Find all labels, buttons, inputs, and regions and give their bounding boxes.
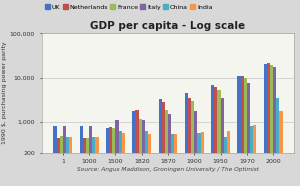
Bar — [63, 126, 66, 186]
Bar — [148, 134, 151, 186]
Bar — [270, 65, 273, 186]
Bar — [267, 63, 270, 186]
Bar — [132, 111, 135, 186]
Bar — [201, 132, 204, 186]
Bar — [188, 97, 191, 186]
Bar — [214, 87, 218, 186]
Bar — [69, 137, 72, 186]
Bar — [191, 101, 194, 186]
Bar — [118, 132, 122, 186]
Bar — [224, 137, 227, 186]
Bar — [83, 138, 86, 186]
Bar — [53, 126, 57, 186]
Bar — [241, 76, 244, 186]
Bar — [211, 85, 214, 186]
Bar — [142, 120, 145, 186]
Bar — [95, 137, 99, 186]
Bar — [197, 133, 201, 186]
Bar — [276, 98, 279, 186]
Bar — [247, 83, 250, 186]
Bar — [171, 134, 174, 186]
Bar — [135, 110, 139, 186]
Title: GDP per capita - Log scale: GDP per capita - Log scale — [90, 21, 246, 31]
Bar — [273, 67, 276, 186]
Bar — [89, 126, 92, 186]
Bar — [60, 136, 63, 186]
Bar — [109, 127, 112, 186]
Bar — [145, 132, 148, 186]
Bar — [158, 100, 162, 186]
Bar — [174, 134, 178, 186]
Bar — [194, 111, 197, 186]
Y-axis label: 1990 $, purchasing power parity: 1990 $, purchasing power parity — [2, 42, 7, 144]
Bar — [220, 98, 224, 186]
Legend: UK, Netherlands, France, Italy, China, India: UK, Netherlands, France, Italy, China, I… — [45, 4, 212, 10]
Bar — [237, 76, 241, 186]
Bar — [86, 138, 89, 186]
Bar — [279, 111, 283, 186]
Bar — [162, 102, 165, 186]
Bar — [264, 65, 267, 186]
Bar — [253, 125, 256, 186]
X-axis label: Source: Angus Maddison, Groningen University / The Optimist: Source: Angus Maddison, Groningen Univer… — [77, 167, 259, 172]
Bar — [116, 120, 118, 186]
Bar — [168, 114, 171, 186]
Bar — [185, 93, 188, 186]
Bar — [122, 133, 125, 186]
Bar — [57, 138, 60, 186]
Bar — [218, 90, 220, 186]
Bar — [112, 128, 116, 186]
Bar — [250, 126, 253, 186]
Bar — [106, 128, 109, 186]
Bar — [139, 119, 142, 186]
Bar — [227, 131, 230, 186]
Bar — [165, 110, 168, 186]
Bar — [244, 78, 247, 186]
Bar — [92, 137, 95, 186]
Bar — [66, 137, 69, 186]
Bar — [80, 126, 83, 186]
